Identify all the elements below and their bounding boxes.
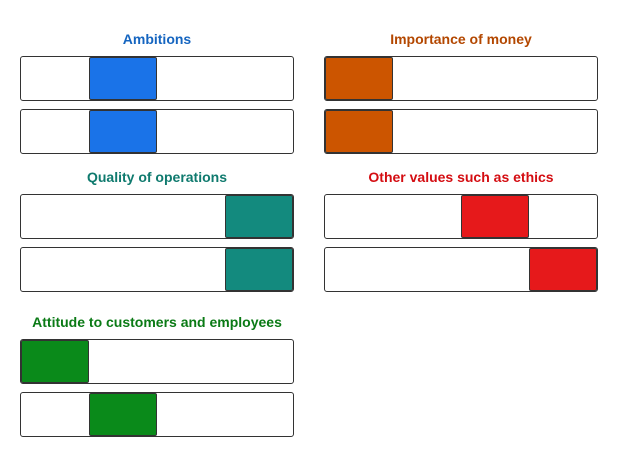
group-other-values-ethics: Other values such as ethics [324,167,598,292]
slider-attitude-customers-employees-2[interactable] [20,392,294,437]
slider-ambitions-1[interactable] [20,56,294,101]
group-title-quality-of-operations: Quality of operations [86,169,227,185]
slider-handle[interactable] [529,248,597,291]
slider-other-values-ethics-2[interactable] [324,247,598,292]
slider-importance-of-money-1[interactable] [324,56,598,101]
slider-handle[interactable] [325,110,393,153]
slider-handle[interactable] [225,195,293,238]
slider-handle[interactable] [89,57,157,100]
group-title-other-values-ethics: Other values such as ethics [368,169,554,185]
slider-other-values-ethics-1[interactable] [324,194,598,239]
slider-quality-of-operations-1[interactable] [20,194,294,239]
slider-handle[interactable] [21,340,89,383]
slider-ambitions-2[interactable] [20,109,294,154]
group-quality-of-operations: Quality of operations [20,167,294,292]
group-attitude-customers-employees: Attitude to customers and employees [20,312,294,437]
group-ambitions: Ambitions [20,29,294,154]
slider-attitude-customers-employees-1[interactable] [20,339,294,384]
slider-handle[interactable] [461,195,529,238]
slider-handle[interactable] [325,57,393,100]
group-title-attitude-customers-employees: Attitude to customers and employees [32,314,282,330]
group-importance-of-money: Importance of money [324,29,598,154]
slider-handle[interactable] [89,110,157,153]
slider-handle[interactable] [89,393,157,436]
group-title-importance-of-money: Importance of money [390,31,532,47]
slider-importance-of-money-2[interactable] [324,109,598,154]
slider-quality-of-operations-2[interactable] [20,247,294,292]
slider-handle[interactable] [225,248,293,291]
group-title-ambitions: Ambitions [122,31,192,47]
